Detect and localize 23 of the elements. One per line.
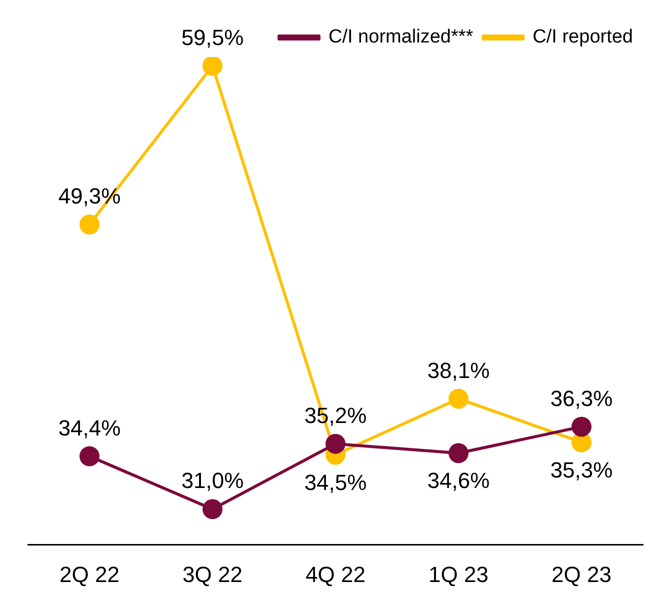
x-tick-label: 4Q 22: [306, 562, 366, 587]
x-tick-label: 1Q 23: [428, 562, 488, 587]
x-tick-label: 2Q 22: [60, 562, 120, 587]
data-label: 36,3%: [550, 386, 613, 411]
data-label: 34,4%: [58, 415, 121, 440]
data-label: 34,5%: [304, 470, 367, 495]
point: [572, 416, 592, 437]
data-label: 31,0%: [181, 468, 244, 494]
data-label: 59,5%: [181, 24, 244, 50]
point: [202, 499, 222, 520]
point: [202, 57, 222, 76]
point: [80, 214, 100, 235]
legend-label: C/I normalized***: [328, 26, 474, 48]
x-tick-label: 3Q 22: [182, 562, 242, 587]
point: [80, 446, 100, 466]
point: [326, 434, 346, 454]
data-label: 34,6%: [427, 468, 490, 494]
legend-label: C/I reported: [532, 26, 634, 48]
data-label: 35,3%: [550, 457, 613, 482]
point: [448, 388, 468, 409]
x-tick-label: 2Q 23: [552, 562, 612, 587]
point: [448, 443, 468, 464]
data-label: 38,1%: [427, 358, 490, 383]
